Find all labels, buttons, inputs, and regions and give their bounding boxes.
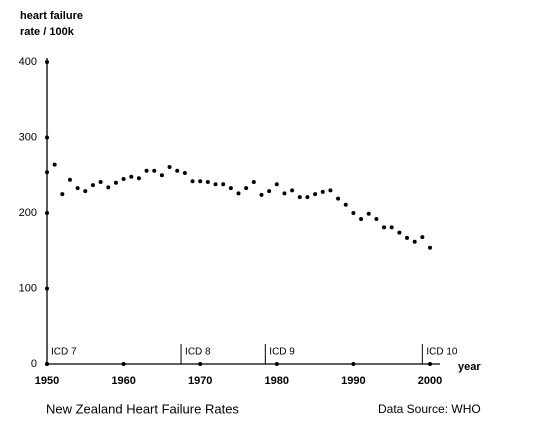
point: [290, 188, 295, 193]
point: [167, 164, 172, 169]
chart-title: New Zealand Heart Failure Rates: [46, 401, 239, 416]
x-tick: [351, 362, 356, 366]
source-note: Data Source: WHO: [378, 402, 481, 416]
annotation-label: ICD 8: [185, 347, 211, 358]
point: [182, 170, 187, 175]
y-tick-label: 100: [19, 282, 37, 294]
x-tick: [428, 362, 432, 366]
x-tick: [45, 362, 49, 366]
point: [60, 192, 65, 197]
y-axis-label: heart failure: [20, 10, 83, 22]
point: [259, 192, 264, 197]
point: [52, 162, 57, 167]
annotation-label: ICD 7: [51, 347, 77, 358]
point: [336, 196, 341, 201]
point: [305, 195, 310, 200]
point: [382, 225, 387, 230]
point: [106, 185, 111, 190]
point: [359, 217, 364, 222]
point: [83, 189, 88, 194]
point: [159, 173, 164, 178]
y-tick: [45, 211, 49, 215]
y-tick: [45, 286, 49, 291]
point: [313, 192, 318, 197]
point: [236, 191, 241, 196]
point: [121, 177, 126, 182]
point: [244, 186, 249, 191]
point: [113, 180, 118, 185]
point: [428, 245, 432, 250]
point: [152, 168, 157, 173]
y-tick-label: 400: [19, 56, 37, 68]
point: [213, 182, 218, 187]
y-axis-label: rate / 100k: [20, 26, 75, 38]
point: [251, 180, 256, 185]
point: [144, 168, 149, 173]
point: [282, 191, 287, 196]
point: [198, 179, 203, 184]
point: [366, 211, 371, 216]
point: [205, 180, 210, 185]
point: [320, 189, 325, 194]
point: [67, 177, 72, 182]
y-tick-label: 200: [19, 207, 37, 219]
x-tick-label: 1960: [111, 375, 135, 387]
point: [405, 235, 410, 240]
x-tick-label: 2000: [418, 375, 442, 387]
point: [221, 182, 226, 187]
y-tick: [45, 135, 49, 140]
x-tick-label: 1950: [35, 375, 59, 387]
y-tick-label: 0: [31, 358, 37, 370]
point: [343, 202, 348, 207]
x-tick-label: 1990: [341, 375, 365, 387]
x-axis-label: year: [458, 361, 481, 373]
point: [136, 176, 141, 181]
annotation-label: ICD 10: [426, 347, 458, 358]
x-tick-label: 1970: [188, 375, 212, 387]
point: [267, 189, 272, 194]
point: [351, 211, 356, 215]
point: [45, 170, 49, 175]
point: [420, 235, 425, 240]
point: [228, 186, 233, 191]
point: [98, 180, 103, 185]
annotation-label: ICD 9: [269, 347, 295, 358]
point: [129, 174, 134, 179]
point: [175, 168, 180, 173]
point: [328, 188, 333, 193]
point: [274, 182, 279, 187]
y-tick: [45, 60, 49, 64]
y-tick-label: 300: [19, 131, 37, 143]
point: [374, 217, 379, 222]
x-tick-label: 1980: [265, 375, 289, 387]
point: [412, 239, 417, 244]
point: [297, 195, 302, 200]
x-tick: [121, 362, 126, 366]
point: [397, 230, 402, 235]
point: [75, 186, 80, 191]
x-tick: [274, 362, 279, 366]
point: [190, 179, 195, 184]
point: [90, 183, 95, 188]
point: [389, 225, 394, 230]
x-tick: [198, 362, 203, 366]
